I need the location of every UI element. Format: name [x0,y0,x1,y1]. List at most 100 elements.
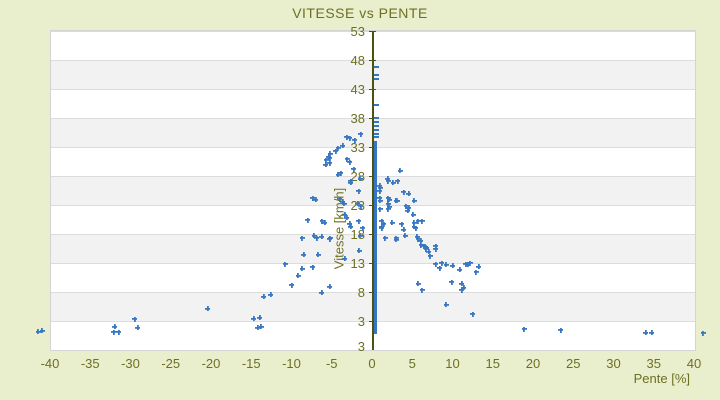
y-tick-mark [369,147,376,148]
data-point [333,148,339,154]
data-point [258,324,264,330]
data-point [343,134,349,140]
zero-slope-data-point [373,65,379,68]
data-point [405,191,411,197]
data-point [347,223,353,229]
data-point [299,266,305,272]
data-point [344,156,350,162]
x-axis-title: Pente [%] [633,371,690,386]
y-axis-title: Vitesse [km/h] [331,187,347,270]
data-point [380,221,386,227]
data-point [351,166,357,172]
data-point [323,157,329,163]
data-point [251,316,257,322]
y-tick-label: 33 [350,139,365,155]
data-point [449,279,455,285]
data-point [415,218,421,224]
x-tick-label: 40 [686,356,702,371]
data-point [379,225,385,231]
data-point [459,281,465,287]
data-point [299,235,305,241]
x-tick-label: 25 [566,356,581,371]
y-tick-label: 13 [350,255,365,271]
data-point [405,208,411,214]
data-point [256,315,262,321]
data-point [318,290,324,296]
y-tick-label: 48 [350,52,365,68]
zero-slope-data-point [373,117,379,119]
x-tick-label: -40 [40,356,60,371]
zero-slope-data-point [373,125,379,128]
y-tick-mark [369,60,376,61]
x-tick-label: -30 [121,356,140,371]
data-point [327,155,333,161]
x-tick-label: 30 [606,356,621,371]
data-point [327,235,333,241]
data-point [356,248,362,254]
zero-slope-data-point [373,78,379,81]
data-point [357,233,363,239]
data-point [401,227,407,233]
data-point [379,218,385,224]
data-point [327,284,333,290]
data-point [393,237,399,243]
data-point [358,131,364,137]
data-point [318,234,324,240]
data-point [437,265,443,271]
y-axis-bottom-label: 3 [357,339,365,354]
data-point [339,143,345,149]
plot-area: 534843383328231813833 [35,24,706,354]
data-point [413,225,419,231]
data-point [643,330,649,336]
y-tick-label: 53 [350,23,365,39]
data-point [415,281,421,287]
y-tick-mark [369,321,376,322]
data-point [417,238,423,244]
data-point [473,269,479,275]
data-point [314,235,320,241]
data-point [116,329,122,335]
data-point [355,201,361,207]
data-point [410,212,416,218]
data-point [377,198,383,204]
data-point [433,246,439,252]
y-tick-mark [369,234,376,235]
y-tick-mark [369,89,376,90]
data-point [323,162,328,168]
y-tick-label: 3 [357,313,365,329]
zero-slope-data-point [373,129,379,132]
data-point [342,256,348,262]
data-point [357,176,363,182]
data-point [411,220,417,226]
y-tick-mark [369,263,376,264]
y-tick-label: 43 [350,81,365,97]
data-point [356,218,361,224]
data-point [342,212,348,218]
data-point [341,201,347,207]
x-tick-label: 0 [368,356,376,371]
data-point [382,235,388,241]
data-point [301,252,307,258]
data-point [558,327,564,333]
data-point [335,145,341,151]
y-tick-mark [369,292,376,293]
y-tick-mark [369,118,376,119]
data-point [389,220,395,226]
data-point [35,328,41,334]
data-point [700,330,706,336]
data-point [376,195,382,201]
data-point [385,201,391,207]
data-point [343,215,349,221]
data-point [376,188,382,194]
data-point [397,168,403,174]
x-tick-label: 20 [525,356,541,371]
data-point [426,249,432,255]
zero-slope-data-point [373,74,379,77]
zero-slope-dense-points-strip [374,141,377,335]
y-tick-label: 38 [350,110,365,126]
y-tick-label: 8 [357,284,365,300]
data-point [419,287,425,293]
data-point [467,260,473,266]
data-point [521,326,527,332]
